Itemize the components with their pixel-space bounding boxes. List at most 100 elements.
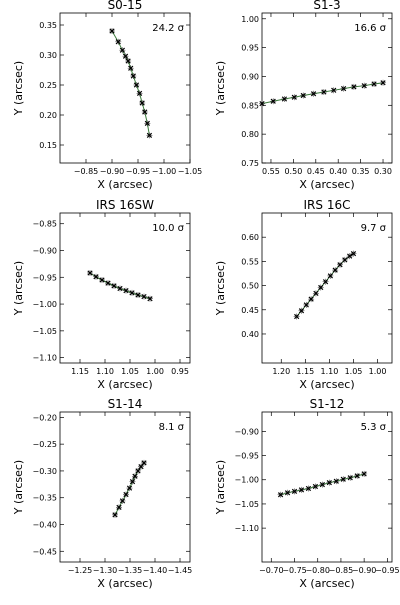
x-tick-label: −0.75	[282, 566, 307, 575]
data-point	[342, 257, 348, 263]
data-point	[270, 98, 276, 104]
data-point	[135, 468, 141, 474]
x-tick-label: −0.70	[259, 566, 284, 575]
data-point	[112, 512, 118, 518]
data-point	[310, 91, 317, 97]
y-tick-label: −0.40	[32, 521, 57, 530]
data-point	[298, 487, 305, 493]
data-point	[123, 288, 129, 294]
data-point	[291, 488, 298, 494]
x-tick-label: 0.40	[329, 167, 347, 176]
x-axis-label: X (arcsec)	[299, 178, 354, 191]
data-point	[312, 483, 319, 490]
x-tick-label: 1.10	[321, 367, 339, 376]
x-tick-label: −1.40	[143, 566, 168, 575]
data-point	[119, 47, 126, 53]
axes-frame	[59, 212, 191, 364]
data-point	[337, 262, 343, 268]
data-point	[122, 53, 129, 59]
data-point	[347, 253, 353, 259]
data-point	[119, 498, 126, 504]
y-tick-label: −1.05	[234, 500, 259, 509]
y-tick-label: −0.45	[32, 547, 57, 556]
y-axis-label: Y (arcsec)	[214, 261, 227, 316]
y-tick-label: 0.95	[241, 44, 259, 53]
data-point	[298, 308, 305, 314]
y-axis-label: Y (arcsec)	[12, 261, 25, 316]
data-point	[354, 473, 360, 479]
data-point	[111, 283, 117, 289]
y-tick-label: 0.15	[39, 141, 57, 150]
x-tick-label: 0.35	[352, 167, 370, 176]
panel-4: S1-14 8.1 σ −1.25 −1.30 −1.35 −1.40 −1.45 −0.20…	[12, 397, 192, 590]
data-point	[133, 82, 140, 88]
data-point	[125, 58, 131, 64]
data-point	[340, 85, 347, 92]
data-point	[141, 460, 147, 466]
data-point	[380, 80, 386, 86]
axes-frame	[261, 411, 393, 563]
significance-label: 16.6 σ	[354, 23, 386, 34]
x-tick-label: −0.80	[305, 566, 330, 575]
data-point	[319, 481, 325, 488]
y-axis-label: Y (arcsec)	[12, 61, 25, 116]
x-tick-label: −1.45	[168, 566, 193, 575]
data-point	[123, 491, 129, 498]
data-point	[361, 471, 367, 477]
data-point	[129, 290, 135, 296]
y-tick-label: −0.90	[234, 427, 259, 436]
y-tick-label: 0.35	[39, 21, 57, 30]
significance-label: 8.1 σ	[159, 422, 185, 433]
data-point	[327, 273, 333, 279]
data-point	[135, 292, 141, 298]
data-point	[333, 478, 339, 484]
panel-title: S1-3	[313, 0, 340, 12]
data-point	[129, 479, 136, 485]
data-point	[141, 293, 147, 300]
y-axis-label: Y (arcsec)	[214, 61, 227, 116]
data-point	[116, 504, 122, 510]
data-point	[347, 475, 353, 481]
y-tick-label: 0.30	[39, 51, 57, 60]
y-axis-label: Y (arcsec)	[214, 460, 227, 515]
significance-label: 10.0 σ	[152, 223, 184, 234]
data-point	[303, 302, 309, 308]
data-point	[300, 92, 306, 99]
panel-0: S0-15 24.2 σ −0.85 −0.90 −0.95 −1.00 −1.05 0.15…	[12, 0, 202, 191]
data-point	[136, 90, 143, 97]
y-tick-label: −0.20	[32, 413, 57, 422]
panel-title: IRS 16SW	[96, 198, 154, 212]
data-point	[284, 490, 291, 496]
data-point	[318, 284, 324, 291]
y-tick-label: 0.25	[39, 81, 57, 90]
data-point	[340, 476, 346, 482]
y-tick-label: −0.25	[32, 440, 57, 449]
y-axis-label: Y (arcsec)	[12, 460, 25, 515]
y-tick-label: 0.40	[241, 330, 259, 339]
y-tick-label: −1.05	[32, 327, 57, 336]
data-point	[147, 296, 153, 302]
data-point	[351, 84, 357, 90]
orbit-fit-line	[296, 253, 354, 317]
axes-frame	[261, 212, 393, 364]
y-tick-label: −0.95	[234, 452, 259, 461]
panel-2: IRS 16SW 10.0 σ 1.15 1.10 1.05 1.00 0.95 −0.85 −…	[12, 198, 191, 391]
data-point	[139, 100, 145, 106]
x-tick-label: −1.25	[68, 566, 93, 575]
x-tick-label: 1.20	[272, 367, 290, 376]
x-tick-label: 0.30	[374, 167, 392, 176]
y-tick-label: 0.50	[241, 282, 259, 291]
x-tick-label: −1.05	[178, 167, 203, 176]
data-point	[308, 296, 314, 302]
data-point	[259, 100, 265, 107]
y-tick-label: 0.45	[241, 306, 259, 315]
data-point	[281, 96, 288, 102]
y-tick-label: 1.00	[241, 15, 259, 24]
x-axis-label: X (arcsec)	[97, 577, 152, 590]
panel-3: IRS 16C 9.7 σ 1.20 1.15 1.10 1.05 1.00 0.40 0.45…	[214, 198, 393, 391]
x-tick-label: −0.85	[74, 167, 99, 176]
panel-title: S0-15	[108, 0, 143, 12]
data-point	[332, 267, 338, 273]
significance-label: 5.3 σ	[361, 422, 387, 433]
